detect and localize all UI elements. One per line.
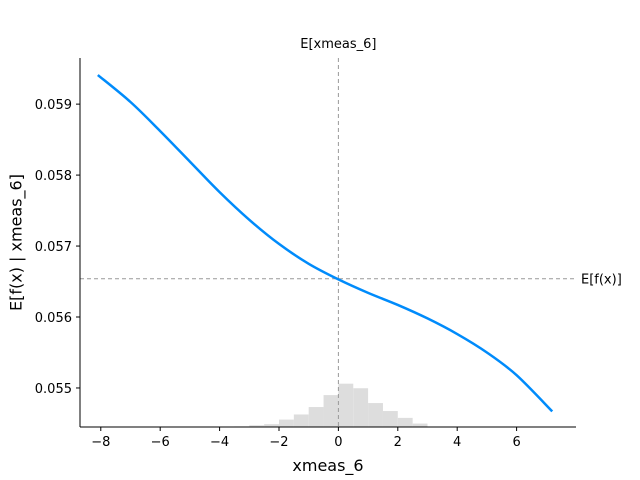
histogram-bar — [308, 407, 324, 427]
vertical-reference-label: E[xmeas_6] — [300, 37, 376, 52]
axes — [79, 58, 576, 428]
x-axis-label: xmeas_6 — [292, 456, 363, 476]
histogram-bar — [382, 411, 398, 427]
histogram-bar — [323, 395, 339, 427]
feature-histogram — [234, 383, 428, 427]
x-tick-label: 6 — [512, 435, 520, 450]
x-tick-label: 4 — [453, 435, 461, 450]
histogram-bar — [249, 425, 265, 427]
histogram-bar — [293, 414, 309, 427]
histogram-bar — [353, 388, 369, 427]
x-tick-label: −6 — [151, 435, 170, 450]
x-tick-label: 2 — [394, 435, 402, 450]
reference-lines — [80, 58, 576, 427]
horizontal-reference-label: E[f(x)] — [581, 273, 622, 288]
y-tick-label: 0.059 — [35, 98, 72, 113]
x-tick-label: −2 — [269, 435, 288, 450]
y-tick-label: 0.055 — [35, 382, 72, 397]
histogram-bar — [278, 419, 294, 427]
histogram-bar — [412, 423, 428, 427]
y-tick-label: 0.057 — [35, 240, 72, 255]
dependence-curve-layer — [97, 74, 554, 413]
histogram-bar — [264, 424, 279, 427]
histogram-bar — [397, 417, 413, 427]
y-tick-label: 0.058 — [35, 169, 72, 184]
dependence-curve — [97, 74, 554, 413]
histogram-bar — [338, 383, 354, 427]
x-tick-label: −4 — [210, 435, 229, 450]
ticks: −8 −6 −4 −2 0 2 4 6 0.055 0.056 0.057 0.058 0.059 — [35, 98, 521, 450]
y-axis-label: E[f(x) | xmeas_6] — [7, 174, 27, 311]
x-tick-label: 0 — [334, 435, 342, 450]
histogram-bar — [368, 403, 383, 427]
x-tick-label: −8 — [91, 435, 110, 450]
y-tick-label: 0.056 — [35, 311, 72, 326]
